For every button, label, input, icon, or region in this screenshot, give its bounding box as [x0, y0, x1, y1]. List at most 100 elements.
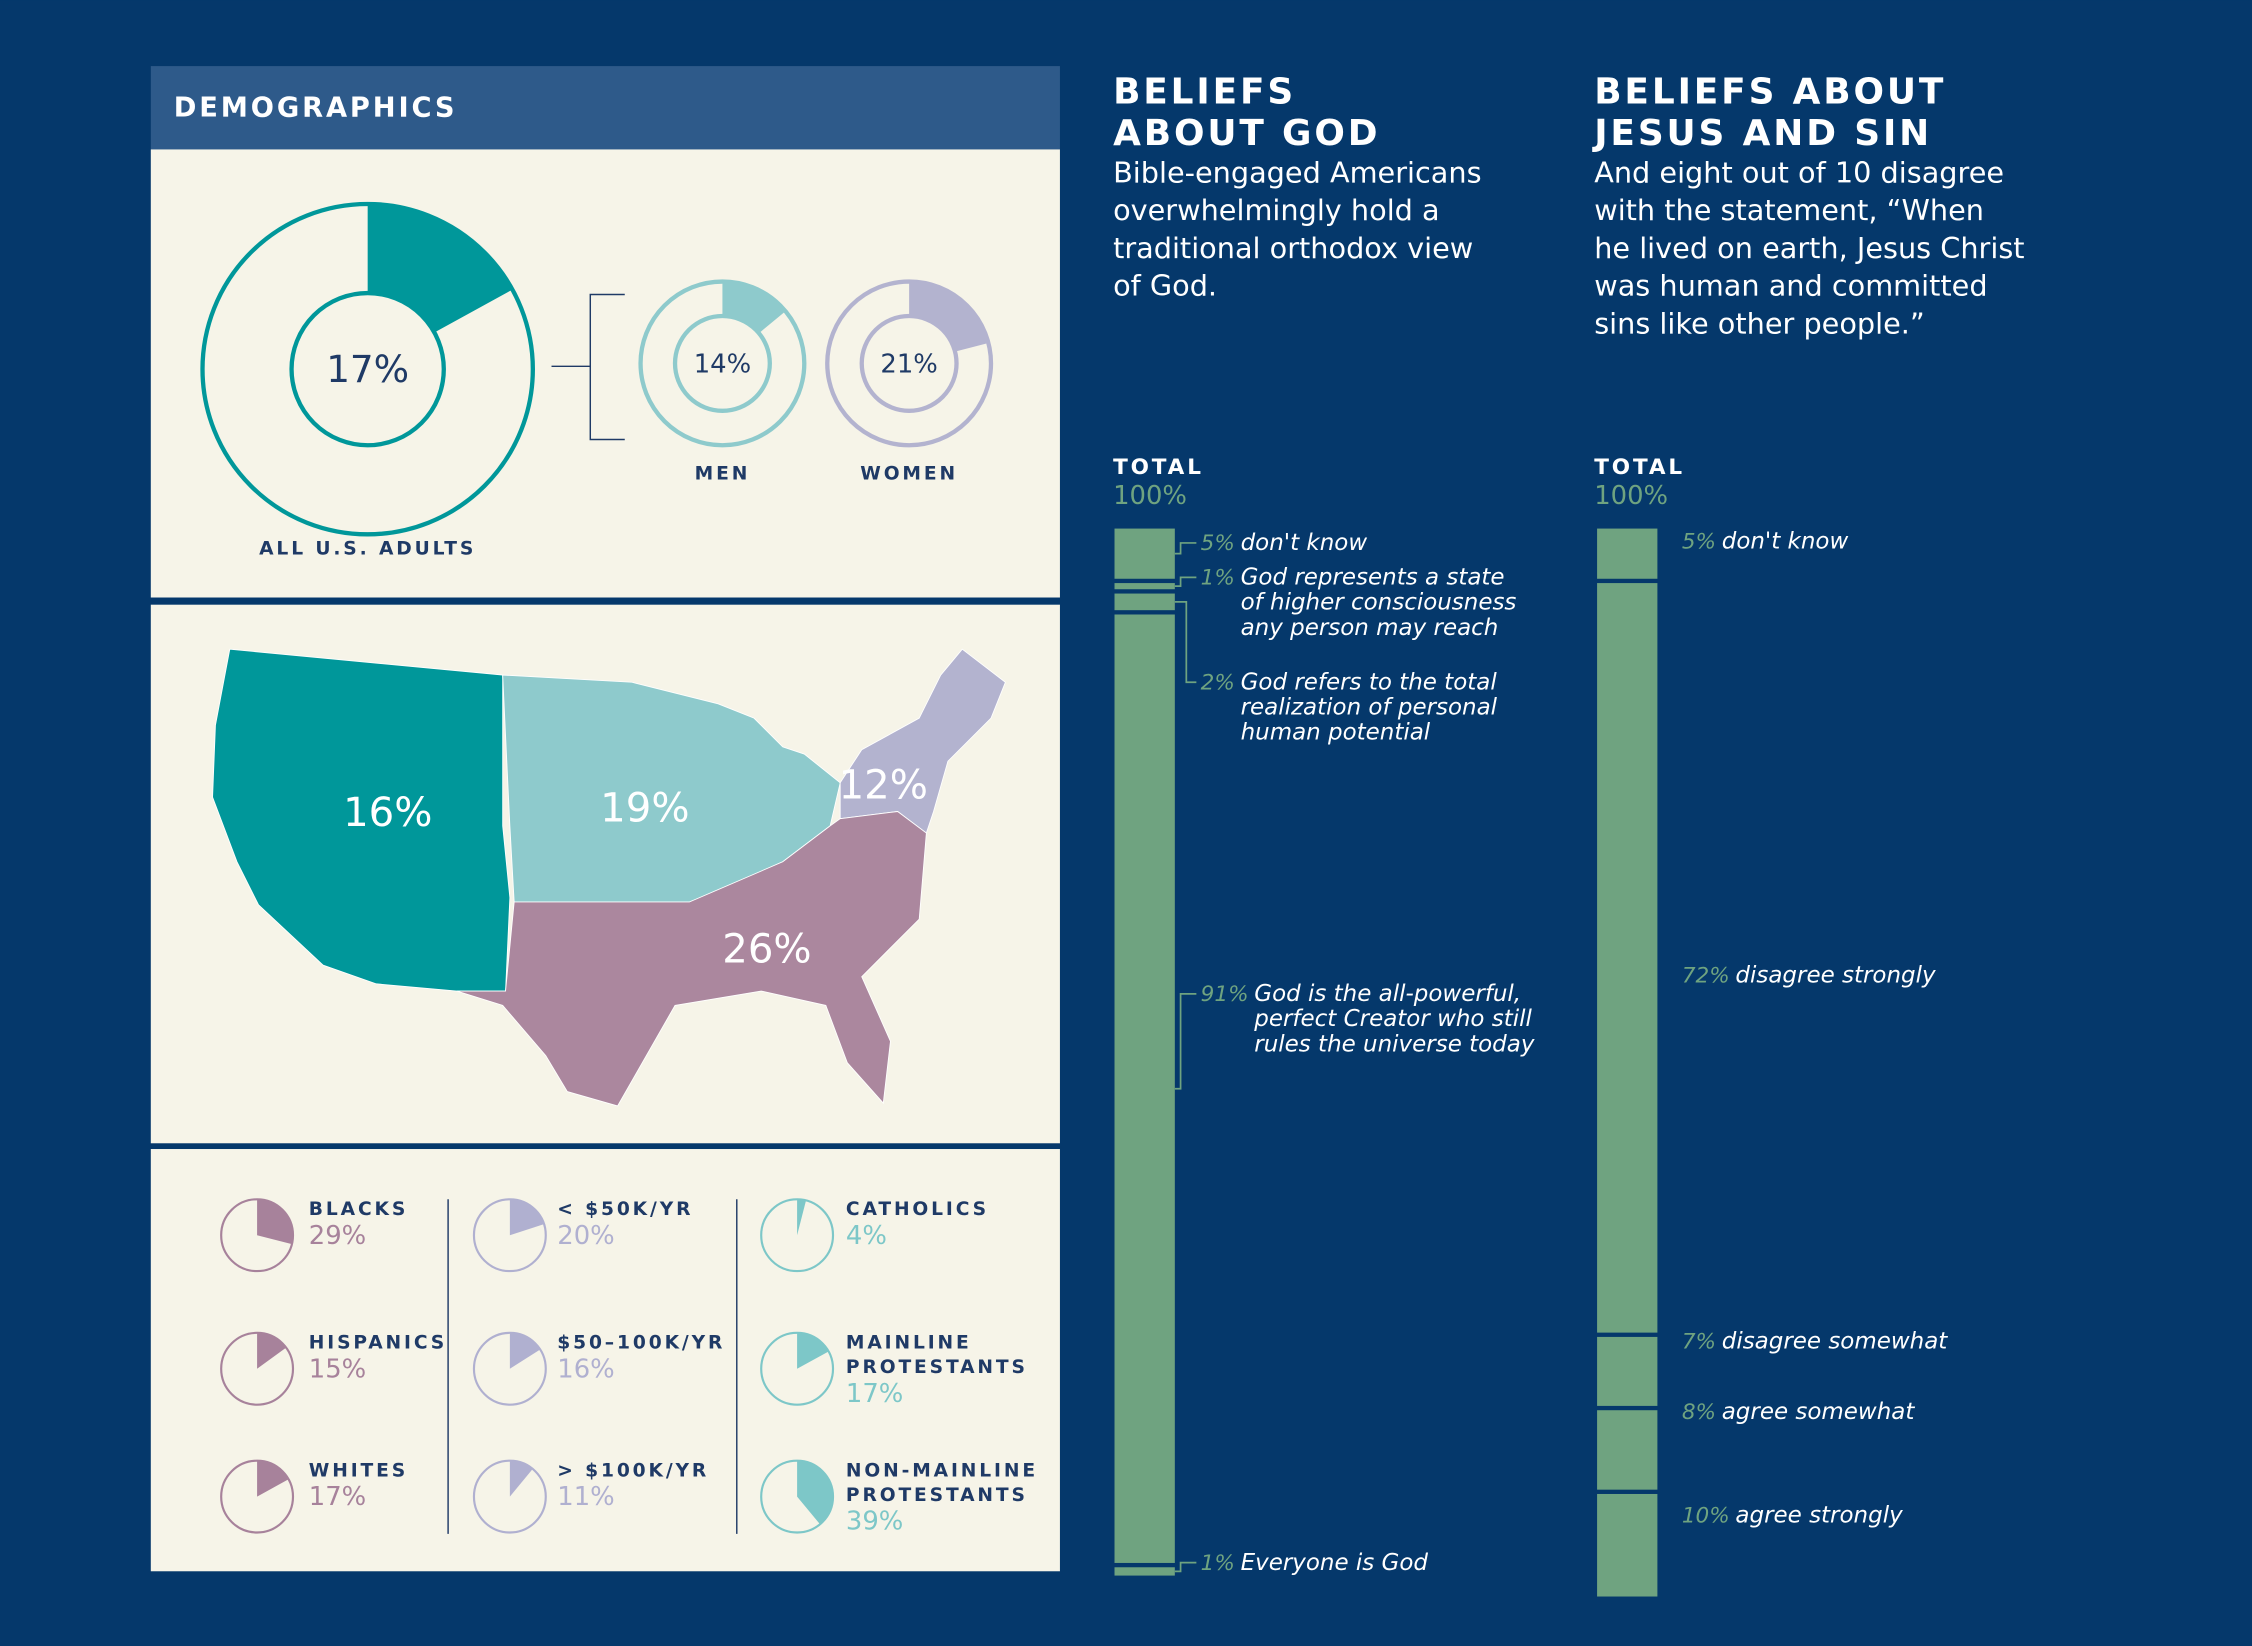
segment-label: any person may reach: [1241, 615, 1499, 641]
map-value: 19%: [600, 786, 689, 832]
panel-section: [150, 1149, 1060, 1572]
segment-label: God refers to the total: [1241, 669, 1498, 695]
segment-label: rules the universe today: [1254, 1031, 1535, 1057]
map-value: 16%: [343, 790, 432, 836]
total-name: TOTAL: [1113, 455, 1204, 480]
pie-label: WHITES: [309, 1460, 408, 1481]
pie-value: 4%: [846, 1221, 887, 1251]
pie-label: BLACKS: [309, 1199, 408, 1220]
map-region: [212, 648, 511, 992]
leader-line: [1174, 993, 1197, 1090]
section-subtitle: sins like other people.”: [1594, 307, 1925, 341]
section-title: BELIEFS: [1113, 71, 1296, 112]
segment-value: 5%: [1201, 531, 1235, 556]
pie-value: 39%: [846, 1507, 903, 1537]
panel-header: [150, 66, 1060, 150]
section-subtitle: was human and committed: [1594, 269, 1987, 303]
segment-label: perfect Creator who still: [1253, 1006, 1532, 1032]
segment-label: human potential: [1241, 720, 1431, 746]
section-subtitle: Bible-engaged Americans: [1113, 155, 1482, 189]
pie-wedge: [257, 1460, 289, 1497]
section-subtitle: And eight out of 10 disagree: [1594, 155, 2004, 189]
segment-label: of higher consciousness: [1241, 590, 1517, 616]
segment-label: agree strongly: [1735, 1502, 1903, 1528]
donut-value: 14%: [694, 349, 751, 379]
segment-value: 5%: [1682, 530, 1716, 555]
total-value: 100%: [1594, 481, 1668, 511]
segment-label: Everyone is God: [1241, 1550, 1429, 1576]
bar-segment: [1114, 614, 1175, 1563]
pie-label: PROTESTANTS: [846, 1485, 1028, 1506]
pie-value: 11%: [557, 1482, 614, 1512]
bar-segment: [1597, 528, 1658, 579]
pie-value: 16%: [557, 1354, 614, 1384]
pie-label: > $100K/YR: [557, 1460, 709, 1481]
pie-label: $50–100K/YR: [557, 1333, 725, 1354]
pie-value: 20%: [557, 1221, 614, 1251]
segment-value: 10%: [1682, 1503, 1730, 1528]
segment-label: disagree somewhat: [1722, 1329, 1949, 1355]
section-subtitle: traditional orthodox view: [1113, 231, 1473, 265]
segment-value: 8%: [1682, 1400, 1716, 1425]
bar-segment: [1597, 1336, 1658, 1406]
total-name: TOTAL: [1594, 455, 1685, 480]
map-region: [456, 811, 927, 1107]
segment-label: agree somewhat: [1722, 1399, 1916, 1425]
section-subtitle: overwhelmingly hold a: [1113, 193, 1440, 227]
segment-value: 1%: [1201, 566, 1235, 591]
leader-line: [1174, 576, 1197, 588]
pie-label: NON-MAINLINE: [846, 1460, 1038, 1481]
segment-value: 2%: [1201, 670, 1235, 695]
pie-value: 17%: [309, 1482, 366, 1512]
total-value: 100%: [1113, 481, 1187, 511]
pie-wedge: [509, 1199, 545, 1236]
bar-segment: [1597, 1493, 1658, 1597]
section-subtitle: with the statement, “When: [1594, 193, 1984, 227]
pie-value: 17%: [846, 1379, 903, 1409]
pie-value: 15%: [309, 1354, 366, 1384]
pie-wedge: [797, 1460, 834, 1525]
donut-label: WOMEN: [860, 464, 958, 485]
donut-wedge: [722, 281, 786, 334]
section-title: JESUS AND SIN: [1591, 113, 1932, 154]
bracket: [589, 293, 625, 441]
segment-label: God represents a state: [1241, 565, 1505, 591]
pie-wedge: [797, 1199, 807, 1236]
map-value: 26%: [722, 926, 811, 972]
bar-segment: [1597, 1410, 1658, 1490]
map-value: 12%: [839, 763, 928, 809]
segment-value: 91%: [1201, 982, 1249, 1007]
pie-label: MAINLINE: [846, 1333, 972, 1354]
bar-segment: [1114, 1567, 1175, 1576]
donut-wedge: [909, 281, 989, 352]
bar-segment: [1114, 528, 1175, 579]
segment-label: don't know: [1241, 530, 1368, 556]
bar-segment: [1114, 593, 1175, 611]
donut-label: ALL U.S. ADULTS: [259, 538, 476, 559]
pie-wedge: [257, 1332, 287, 1369]
segment-value: 1%: [1201, 1551, 1235, 1576]
donut-wedge: [367, 203, 513, 333]
donut-value: 21%: [880, 349, 937, 379]
pie-wedge: [509, 1460, 533, 1497]
segment-label: don't know: [1722, 529, 1849, 555]
pie-wedge: [797, 1332, 829, 1369]
pie-label: CATHOLICS: [846, 1199, 989, 1220]
section-subtitle: he lived on earth, Jesus Christ: [1594, 231, 2024, 265]
pie-label: < $50K/YR: [557, 1199, 693, 1220]
donut-value: 17%: [326, 347, 409, 391]
pie-value: 29%: [309, 1221, 366, 1251]
pie-wedge: [257, 1199, 293, 1245]
leader-line: [1174, 542, 1197, 555]
segment-value: 72%: [1682, 963, 1730, 988]
bar-segment: [1597, 583, 1658, 1333]
segment-label: God is the all-powerful,: [1254, 981, 1521, 1007]
pie-label: PROTESTANTS: [846, 1357, 1028, 1378]
bar-segment: [1114, 583, 1175, 590]
leader-line: [1174, 601, 1197, 684]
leader-line: [1174, 1561, 1197, 1573]
pie-label: HISPANICS: [309, 1333, 447, 1354]
segment-value: 7%: [1682, 1330, 1716, 1355]
